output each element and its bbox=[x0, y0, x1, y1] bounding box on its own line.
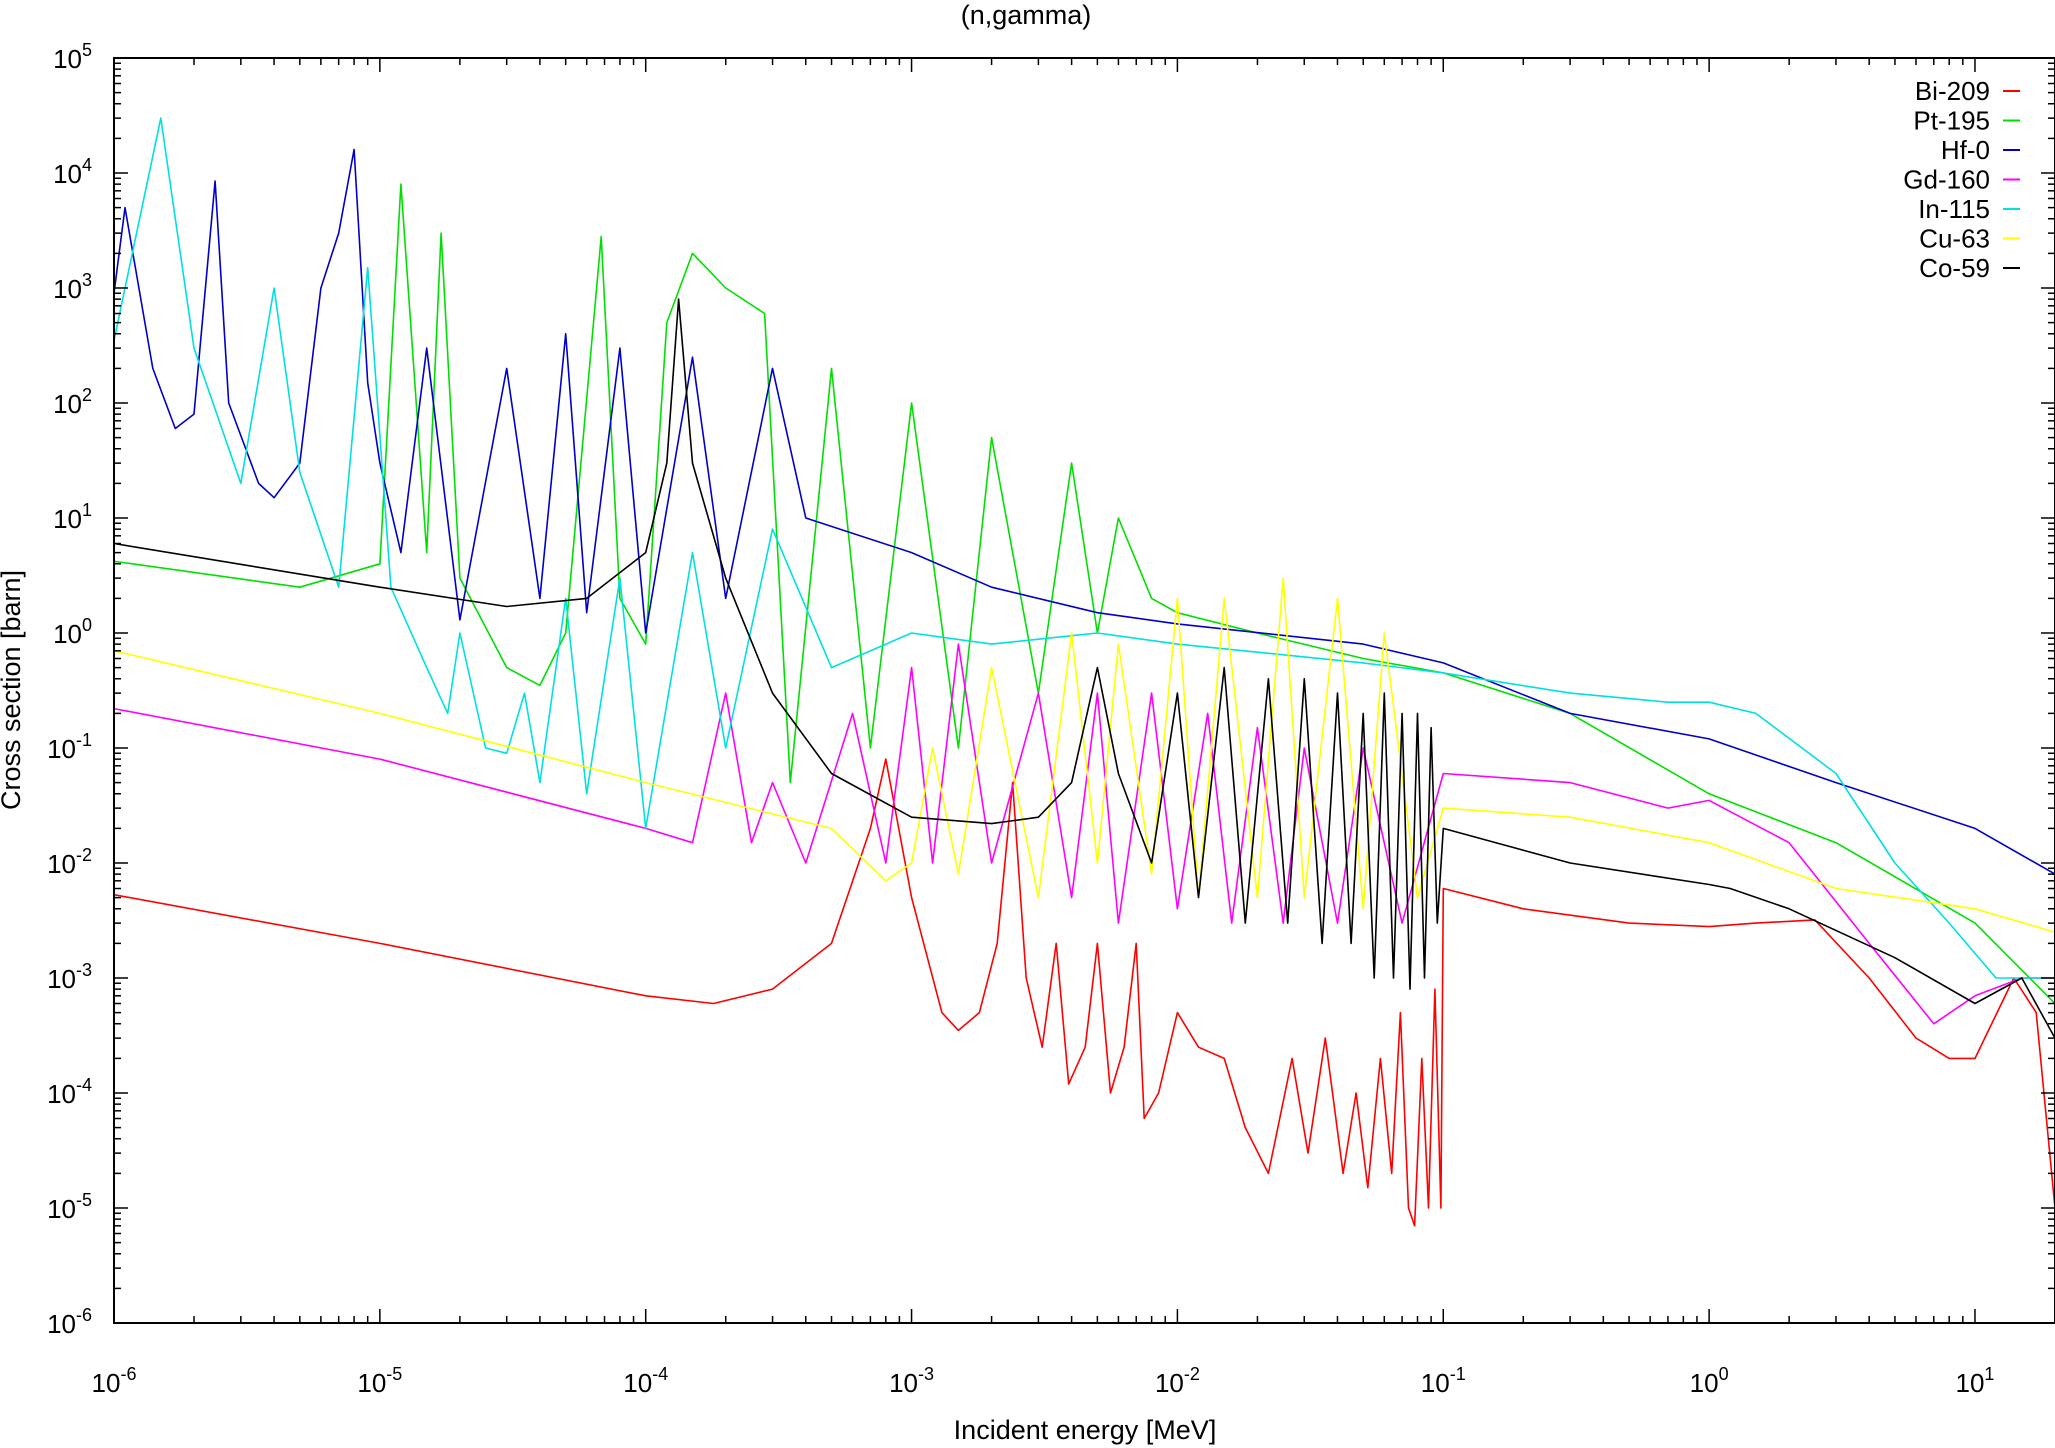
y-axis: 10-6 10-5 10-4 10-3 10-2 10-1 100 101 102 103 104 1… bbox=[47, 40, 2055, 1339]
legend-label-bi-209: Bi-209 bbox=[1915, 76, 1990, 106]
y-axis-title: Cross section [barn] bbox=[0, 570, 26, 810]
series-line-pt-195 bbox=[113, 183, 2055, 1005]
x-axis: 10-6 10-5 10-4 10-3 10-2 10-1 100 101 bbox=[92, 58, 2055, 1398]
legend-label-pt-195: Pt-195 bbox=[1913, 106, 1990, 136]
y-tick-label: 105 bbox=[53, 40, 92, 74]
x-tick-label: 101 bbox=[1956, 1364, 1995, 1398]
y-tick-label: 10-5 bbox=[47, 1190, 92, 1224]
legend-label-hf-0: Hf-0 bbox=[1941, 135, 1990, 165]
series-line-hf-0 bbox=[113, 148, 2055, 875]
y-tick-label: 101 bbox=[53, 500, 92, 534]
series-line-cu-63 bbox=[113, 577, 2055, 933]
y-tick-label: 104 bbox=[53, 155, 92, 189]
y-tick-label: 10-2 bbox=[47, 845, 92, 879]
legend-label-co-59: Co-59 bbox=[1919, 253, 1990, 283]
y-tick-label: 100 bbox=[53, 615, 92, 649]
legend-label-gd-160: Gd-160 bbox=[1903, 165, 1990, 195]
legend-label-in-115: In-115 bbox=[1918, 194, 1990, 224]
x-tick-label: 10-3 bbox=[889, 1364, 934, 1398]
legend-label-cu-63: Cu-63 bbox=[1919, 224, 1990, 254]
x-tick-label: 10-4 bbox=[623, 1364, 668, 1398]
y-tick-label: 102 bbox=[53, 385, 92, 419]
chart-title: (n,gamma) bbox=[961, 0, 1092, 30]
series-line-co-59 bbox=[113, 298, 2055, 1039]
series-layer bbox=[113, 117, 2055, 1227]
x-axis-title: Incident energy [MeV] bbox=[954, 1415, 1217, 1445]
x-tick-label: 10-2 bbox=[1155, 1364, 1200, 1398]
x-tick-label: 10-5 bbox=[357, 1364, 402, 1398]
x-tick-label: 10-6 bbox=[92, 1364, 137, 1398]
x-tick-label: 10-1 bbox=[1421, 1364, 1466, 1398]
series-line-in-115 bbox=[113, 117, 2055, 979]
y-tick-label: 10-1 bbox=[47, 730, 92, 764]
plot-frame bbox=[113, 57, 2055, 1324]
y-tick-label: 103 bbox=[53, 270, 92, 304]
x-tick-label: 100 bbox=[1690, 1364, 1729, 1398]
series-line-gd-160 bbox=[113, 643, 2055, 1025]
y-tick-label: 10-4 bbox=[47, 1075, 92, 1109]
series-line-bi-209 bbox=[113, 758, 2055, 1227]
y-tick-label: 10-3 bbox=[47, 960, 92, 994]
y-tick-label: 10-6 bbox=[47, 1305, 92, 1339]
